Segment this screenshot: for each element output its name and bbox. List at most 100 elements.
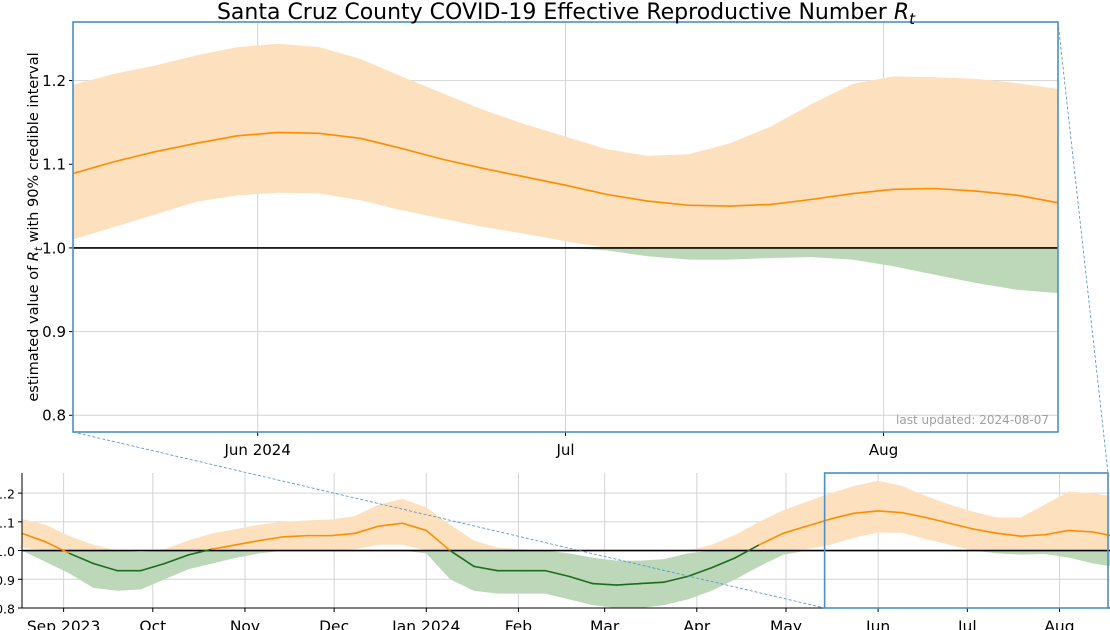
rt-line-segment <box>154 142 197 153</box>
rt-line-segment <box>259 535 285 542</box>
x-tick-label: May <box>770 618 802 630</box>
x-tick-label: Sep 2023 <box>27 618 101 630</box>
rt-line-segment <box>646 200 690 207</box>
y-tick-label: 1.1 <box>0 515 15 530</box>
rt-line-segment <box>564 184 608 196</box>
rt-line-segment <box>1091 531 1110 537</box>
x-tick-label: Aug <box>869 441 898 459</box>
rt-line-segment <box>769 198 813 206</box>
rt-line-segment <box>44 541 71 555</box>
rt-line-segment <box>568 575 594 585</box>
rt-line-segment <box>354 525 380 535</box>
rt-line-segment <box>663 575 689 583</box>
rt-line-segment <box>449 549 475 568</box>
rt-line-segment <box>523 175 567 186</box>
rt-line-segment <box>236 131 280 137</box>
rt-line-segment <box>605 193 649 202</box>
x-tick-label: Aug <box>1044 618 1074 630</box>
rt-line-segment <box>187 548 214 556</box>
x-tick-label: Apr <box>683 618 710 630</box>
y-axis-label: estimated value of Rt with 90% credible … <box>26 52 45 401</box>
rt-line-segment <box>277 131 321 135</box>
rt-line-segment <box>544 569 570 578</box>
rt-line-segment <box>615 582 642 586</box>
rt-line-segment <box>441 158 485 170</box>
last-updated-annotation: last updated: 2024-08-07 <box>896 413 1049 427</box>
x-tick-label: Oct <box>139 618 166 630</box>
rt-line-segment <box>996 532 1022 537</box>
rt-line-segment <box>591 582 618 586</box>
x-tick-label: Dec <box>319 618 349 630</box>
x-tick-label: Feb <box>505 618 532 630</box>
plot-content <box>73 43 1058 294</box>
credible-interval-band-above <box>73 43 1058 248</box>
rt-line-segment <box>734 544 761 559</box>
chart-title-text: Santa Cruz County COVID-19 Effective Rep… <box>217 0 894 25</box>
rt-line-segment <box>853 510 879 515</box>
credible-interval-band-below <box>22 550 1110 608</box>
rt-line-segment <box>425 529 451 552</box>
rt-line-segment <box>851 188 895 195</box>
rt-line-segment <box>901 511 927 519</box>
rt-line-segment <box>330 532 356 537</box>
rt-line-segment <box>710 556 737 569</box>
y-axis-label-subscript: t <box>33 246 45 251</box>
y-tick-label: 0.8 <box>42 407 66 425</box>
rt-line-segment <box>810 192 854 201</box>
rt-line-segment <box>400 147 444 161</box>
y-tick-label: 1.2 <box>0 487 15 502</box>
y-tick-label: 0.8 <box>0 602 15 617</box>
rt-line-segment <box>782 525 808 535</box>
rt-line-segment <box>377 522 404 527</box>
rt-line-segment <box>22 532 47 543</box>
x-tick-label: Nov <box>230 618 260 630</box>
zoom-connectors <box>72 21 1109 609</box>
rt-line-segment <box>972 528 998 535</box>
rt-line-segment <box>211 544 237 550</box>
rt-line-segment <box>113 150 156 163</box>
rt-line-segment <box>728 203 772 207</box>
rt-line-segment <box>893 187 936 191</box>
y-tick-label: 0.9 <box>42 323 66 341</box>
rt-line-segment <box>639 581 665 585</box>
zoomed-panel-frame <box>72 21 1059 433</box>
rt-line-segment <box>924 516 951 525</box>
rt-line-segment <box>1016 194 1058 204</box>
y-tick-label: 0.9 <box>0 573 15 588</box>
overview-chart-panel: 0.8 0.9 1.0 1.1 1.2 Sep 2023 Oct Nov Dec Jan 2024… <box>0 472 1110 630</box>
rt-line-segment <box>359 137 403 150</box>
x-tick-label: Jun 2024 <box>223 441 290 459</box>
x-tick-label: Jan 2024 <box>391 618 460 630</box>
rt-line-segment <box>934 187 977 192</box>
rt-line-segment <box>482 167 526 178</box>
rt-line-segment <box>68 552 95 565</box>
rt-line-segment <box>877 510 903 514</box>
y-tick-label: 1.1 <box>42 156 66 174</box>
credible-interval-band-below <box>73 247 1058 294</box>
y-tick-label: 1.0 <box>0 544 15 559</box>
x-tick-label: Mar <box>590 618 620 630</box>
x-tick-label: Jun <box>865 618 890 630</box>
zoom-connector-right <box>1057 21 1109 474</box>
y-axis-label-suffix: with 90% credible interval <box>26 52 42 247</box>
rt-line-segment <box>163 554 190 565</box>
y-axis-label-prefix: estimated value of <box>26 261 42 401</box>
rt-line-segment <box>195 134 238 145</box>
y-axis-label-symbol: R <box>26 251 42 261</box>
chart-title-symbol: R <box>894 0 909 25</box>
rt-line-segment <box>1067 529 1093 533</box>
rt-line-segment <box>829 512 856 520</box>
x-tick-label: Jul <box>555 441 574 459</box>
zoom-region-rect <box>823 472 1109 609</box>
chart-title-subscript: t <box>909 10 916 28</box>
rt-line-segment <box>975 190 1018 197</box>
rt-line-segment <box>687 566 713 578</box>
rt-line-segment <box>282 534 309 538</box>
zoom-connector-left <box>72 431 825 609</box>
rt-line-segment <box>687 204 731 207</box>
rt-line-segment <box>1020 533 1046 537</box>
rt-line-segment <box>235 539 261 546</box>
rt-line-segment <box>473 565 499 572</box>
chart-title: Santa Cruz County COVID-19 Effective Rep… <box>217 0 916 28</box>
